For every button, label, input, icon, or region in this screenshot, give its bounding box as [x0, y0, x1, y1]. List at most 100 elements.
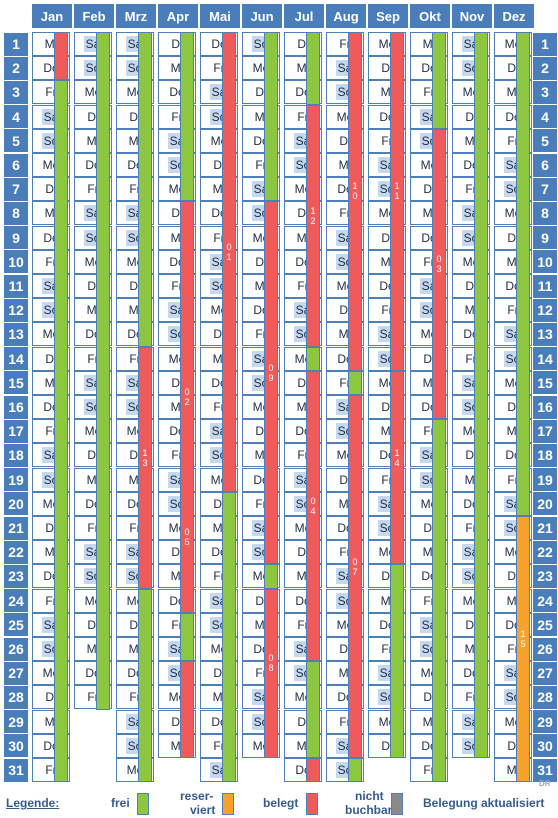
month-header-aug: Aug [326, 4, 366, 28]
row-number-right-25: 25 [533, 613, 557, 637]
status-bar-dez-1 [516, 32, 530, 516]
row-number-right-16: 16 [533, 395, 557, 419]
status-bar-jun-4 [264, 588, 278, 758]
month-header-okt: Okt [410, 4, 450, 28]
month-header-apr: Apr [158, 4, 198, 28]
status-bar-mai-2 [222, 491, 236, 783]
row-number-right-21: 21 [533, 516, 557, 540]
row-number-left-11: 11 [4, 274, 28, 298]
status-bar-jul-3 [306, 346, 320, 371]
row-number-right-24: 24 [533, 589, 557, 613]
status-bar-jun-3 [264, 564, 278, 589]
row-number-right-27: 27 [533, 661, 557, 685]
row-number-left-20: 20 [4, 492, 28, 516]
row-number-right-6: 6 [533, 153, 557, 177]
row-number-right-18: 18 [533, 443, 557, 467]
row-number-left-9: 9 [4, 226, 28, 250]
row-number-right-14: 14 [533, 347, 557, 371]
legend-nicht-buchbar-label-2: buchbar [345, 803, 393, 817]
row-number-left-24: 24 [4, 589, 28, 613]
row-number-left-15: 15 [4, 371, 28, 395]
legend-reserviert-label-1: reser- [180, 789, 214, 803]
row-number-left-16: 16 [4, 395, 28, 419]
row-number-right-10: 10 [533, 250, 557, 274]
row-number-right-13: 13 [533, 322, 557, 346]
row-number-right-26: 26 [533, 637, 557, 661]
row-number-right-17: 17 [533, 419, 557, 443]
month-header-mrz: Mrz [116, 4, 156, 28]
row-number-left-10: 10 [4, 250, 28, 274]
row-number-right-23: 23 [533, 564, 557, 588]
row-number-left-7: 7 [4, 177, 28, 201]
legend-frei-label: frei [111, 796, 130, 810]
row-number-left-1: 1 [4, 32, 28, 56]
row-number-left-19: 19 [4, 468, 28, 492]
row-number-left-4: 4 [4, 105, 28, 129]
status-bar-mai-1 [222, 32, 236, 492]
status-bar-dez-2 [516, 516, 530, 783]
row-number-right-28: 28 [533, 685, 557, 709]
month-header-mai: Mai [200, 4, 240, 28]
status-bar-aug-1 [348, 32, 362, 371]
row-number-right-8: 8 [533, 201, 557, 225]
row-number-left-2: 2 [4, 56, 28, 80]
row-number-right-29: 29 [533, 710, 557, 734]
legend-reserviert-label-2: viert [190, 803, 216, 817]
status-bar-apr-4 [180, 661, 194, 758]
legend-frei-swatch [137, 793, 149, 815]
row-number-right-31: 31 [533, 758, 557, 782]
status-bar-jun-1 [264, 32, 278, 202]
status-bar-apr-1 [180, 32, 194, 202]
month-header-jun: Jun [242, 4, 282, 28]
row-number-left-29: 29 [4, 710, 28, 734]
month-header-feb: Feb [74, 4, 114, 28]
row-number-right-19: 19 [533, 468, 557, 492]
status-bar-nov-1 [474, 32, 488, 758]
status-bar-jul-2 [306, 104, 320, 347]
legend-nicht-buchbar-swatch [391, 793, 403, 815]
legend-belegt-label: belegt [263, 796, 299, 810]
row-number-left-25: 25 [4, 613, 28, 637]
row-number-left-17: 17 [4, 419, 28, 443]
status-bar-okt-2 [432, 128, 446, 420]
month-header-sep: Sep [368, 4, 408, 28]
status-bar-jul-1 [306, 32, 320, 105]
watermark-initials: DR [539, 779, 551, 788]
row-number-right-11: 11 [533, 274, 557, 298]
row-number-left-13: 13 [4, 322, 28, 346]
legend-title: Legende: [6, 796, 60, 810]
row-number-right-3: 3 [533, 80, 557, 104]
legend-belegt-swatch [306, 793, 318, 815]
status-bar-okt-3 [432, 419, 446, 783]
row-number-right-12: 12 [533, 298, 557, 322]
row-number-left-12: 12 [4, 298, 28, 322]
row-number-right-15: 15 [533, 371, 557, 395]
status-bar-mrz-1 [138, 32, 152, 347]
status-bar-sep-1 [390, 32, 404, 371]
status-bar-mrz-2 [138, 346, 152, 589]
month-header-dez: Dez [494, 4, 534, 28]
row-number-right-5: 5 [533, 129, 557, 153]
status-bar-okt-1 [432, 32, 446, 129]
row-number-left-26: 26 [4, 637, 28, 661]
status-bar-jul-4 [306, 370, 320, 662]
month-header-nov: Nov [452, 4, 492, 28]
month-header-jul: Jul [284, 4, 324, 28]
row-number-left-31: 31 [4, 758, 28, 782]
row-number-left-3: 3 [4, 80, 28, 104]
status-bar-sep-3 [390, 564, 404, 758]
row-number-left-18: 18 [4, 443, 28, 467]
status-bar-jun-2 [264, 201, 278, 565]
